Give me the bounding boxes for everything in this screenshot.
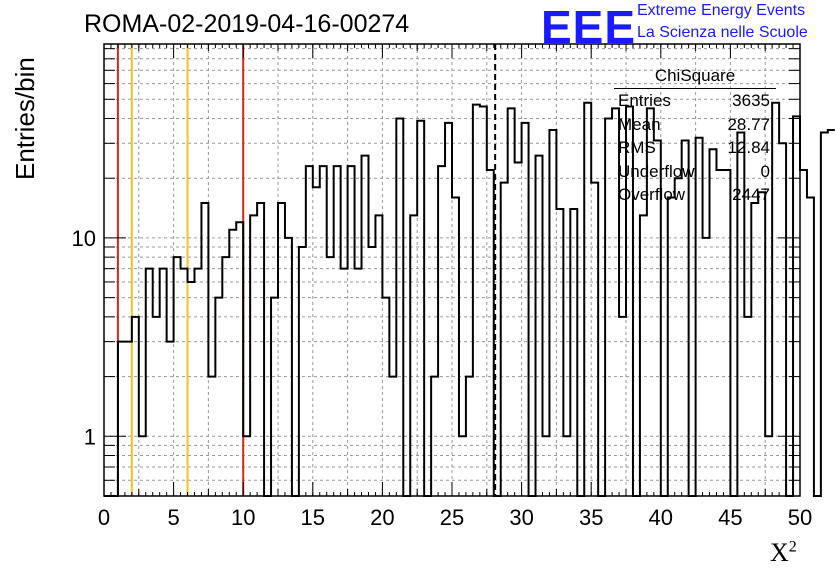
stats-value: 12.84 bbox=[727, 138, 770, 157]
stats-title: ChiSquare bbox=[654, 66, 736, 85]
stats-label: RMS bbox=[618, 138, 656, 157]
stats-row-underflow: Underflow 0 bbox=[610, 160, 780, 184]
stats-label: Mean bbox=[618, 114, 661, 134]
stats-row-overflow: Overflow 2447 bbox=[610, 183, 780, 207]
x-tick-label: 5 bbox=[167, 505, 179, 530]
stats-row-mean: Mean 28.77 bbox=[610, 113, 780, 137]
logo-line-1: Extreme Energy Events bbox=[637, 2, 806, 19]
y-tick-label: 10 bbox=[72, 226, 96, 251]
y-tick-label: 1 bbox=[84, 424, 96, 449]
stats-row-entries: Entries 3635 bbox=[610, 89, 780, 113]
axis-ticks bbox=[103, 44, 801, 497]
stats-value: 2447 bbox=[732, 185, 770, 204]
x-tick-label: 25 bbox=[440, 505, 464, 530]
histogram-series bbox=[104, 101, 835, 497]
x-tick-label: 30 bbox=[509, 505, 533, 530]
stats-label: Underflow bbox=[618, 161, 695, 181]
x-tick-label: 10 bbox=[231, 505, 255, 530]
x-tick-label: 35 bbox=[579, 505, 603, 530]
stats-value: 28.77 bbox=[727, 114, 770, 134]
y-axis-label: Entries/bin bbox=[10, 57, 40, 180]
stats-row-rms: RMS 12.84 bbox=[610, 136, 780, 160]
x-tick-label: 40 bbox=[649, 505, 673, 530]
x-tick-label: 20 bbox=[370, 505, 394, 530]
stats-divider bbox=[614, 88, 776, 89]
stats-value: 0 bbox=[760, 161, 770, 181]
stats-label: Overflow bbox=[618, 185, 686, 204]
eee-logo: EEE bbox=[541, 1, 637, 53]
x-axis-label: X2 bbox=[770, 538, 797, 567]
tick-labels: 0 5 10 15 20 25 30 35 40 45 50 1 10 bbox=[72, 226, 813, 530]
stats-value: 3635 bbox=[732, 91, 770, 110]
x-tick-label: 45 bbox=[718, 505, 742, 530]
x-tick-label: 0 bbox=[98, 505, 110, 530]
logo-line-2: La Scienza nelle Scuole bbox=[637, 24, 808, 41]
x-tick-label: 50 bbox=[788, 505, 812, 530]
stats-box: ChiSquare Entries 3635 Mean 28.77 RMS 12… bbox=[610, 66, 780, 207]
x-tick-label: 15 bbox=[301, 505, 325, 530]
chart-title: ROMA-02-2019-04-16-00274 bbox=[84, 10, 410, 38]
stats-label: Entries bbox=[618, 91, 671, 110]
